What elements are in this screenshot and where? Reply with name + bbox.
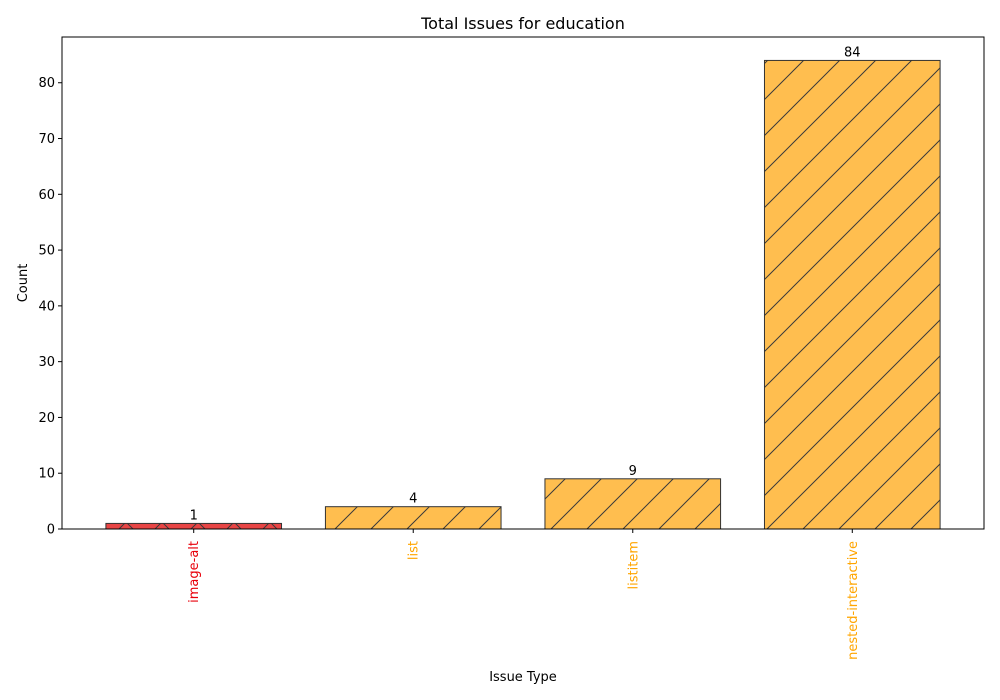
y-tick-label: 0 xyxy=(47,523,55,538)
y-tick-label: 30 xyxy=(38,355,55,370)
bar-hatch-image-alt xyxy=(105,522,283,530)
bar-value-label: 84 xyxy=(844,45,861,60)
y-tick-label: 20 xyxy=(38,411,55,426)
x-axis: image-alt list listitem nested-interactive xyxy=(187,529,861,660)
y-tick-label: 70 xyxy=(38,132,55,147)
bar-hatch-nested-interactive xyxy=(763,59,941,530)
chart-title: Total Issues for education xyxy=(420,14,625,33)
x-tick-label: nested-interactive xyxy=(846,541,861,660)
y-tick-label: 50 xyxy=(38,244,55,259)
bar-value-labels: 1 4 9 84 xyxy=(190,45,861,523)
y-axis: 0 10 20 30 40 50 60 70 80 xyxy=(38,76,62,538)
x-tick-label: image-alt xyxy=(187,541,202,603)
y-tick-label: 10 xyxy=(38,467,55,482)
bar-hatch-list xyxy=(324,506,502,530)
y-tick-label: 80 xyxy=(38,76,55,91)
y-tick-label: 40 xyxy=(38,299,55,314)
x-tick-label: list xyxy=(407,541,422,560)
x-tick-label: listitem xyxy=(626,541,641,589)
plot-frame xyxy=(61,36,985,530)
bars-group xyxy=(105,59,941,530)
bar-value-label: 4 xyxy=(409,492,417,507)
y-axis-label: Count xyxy=(16,264,31,303)
x-axis-label: Issue Type xyxy=(489,670,557,685)
bar-value-label: 9 xyxy=(629,464,637,479)
y-tick-label: 60 xyxy=(38,188,55,203)
bar-hatch-listitem xyxy=(544,478,722,530)
bar-value-label: 1 xyxy=(190,508,198,523)
